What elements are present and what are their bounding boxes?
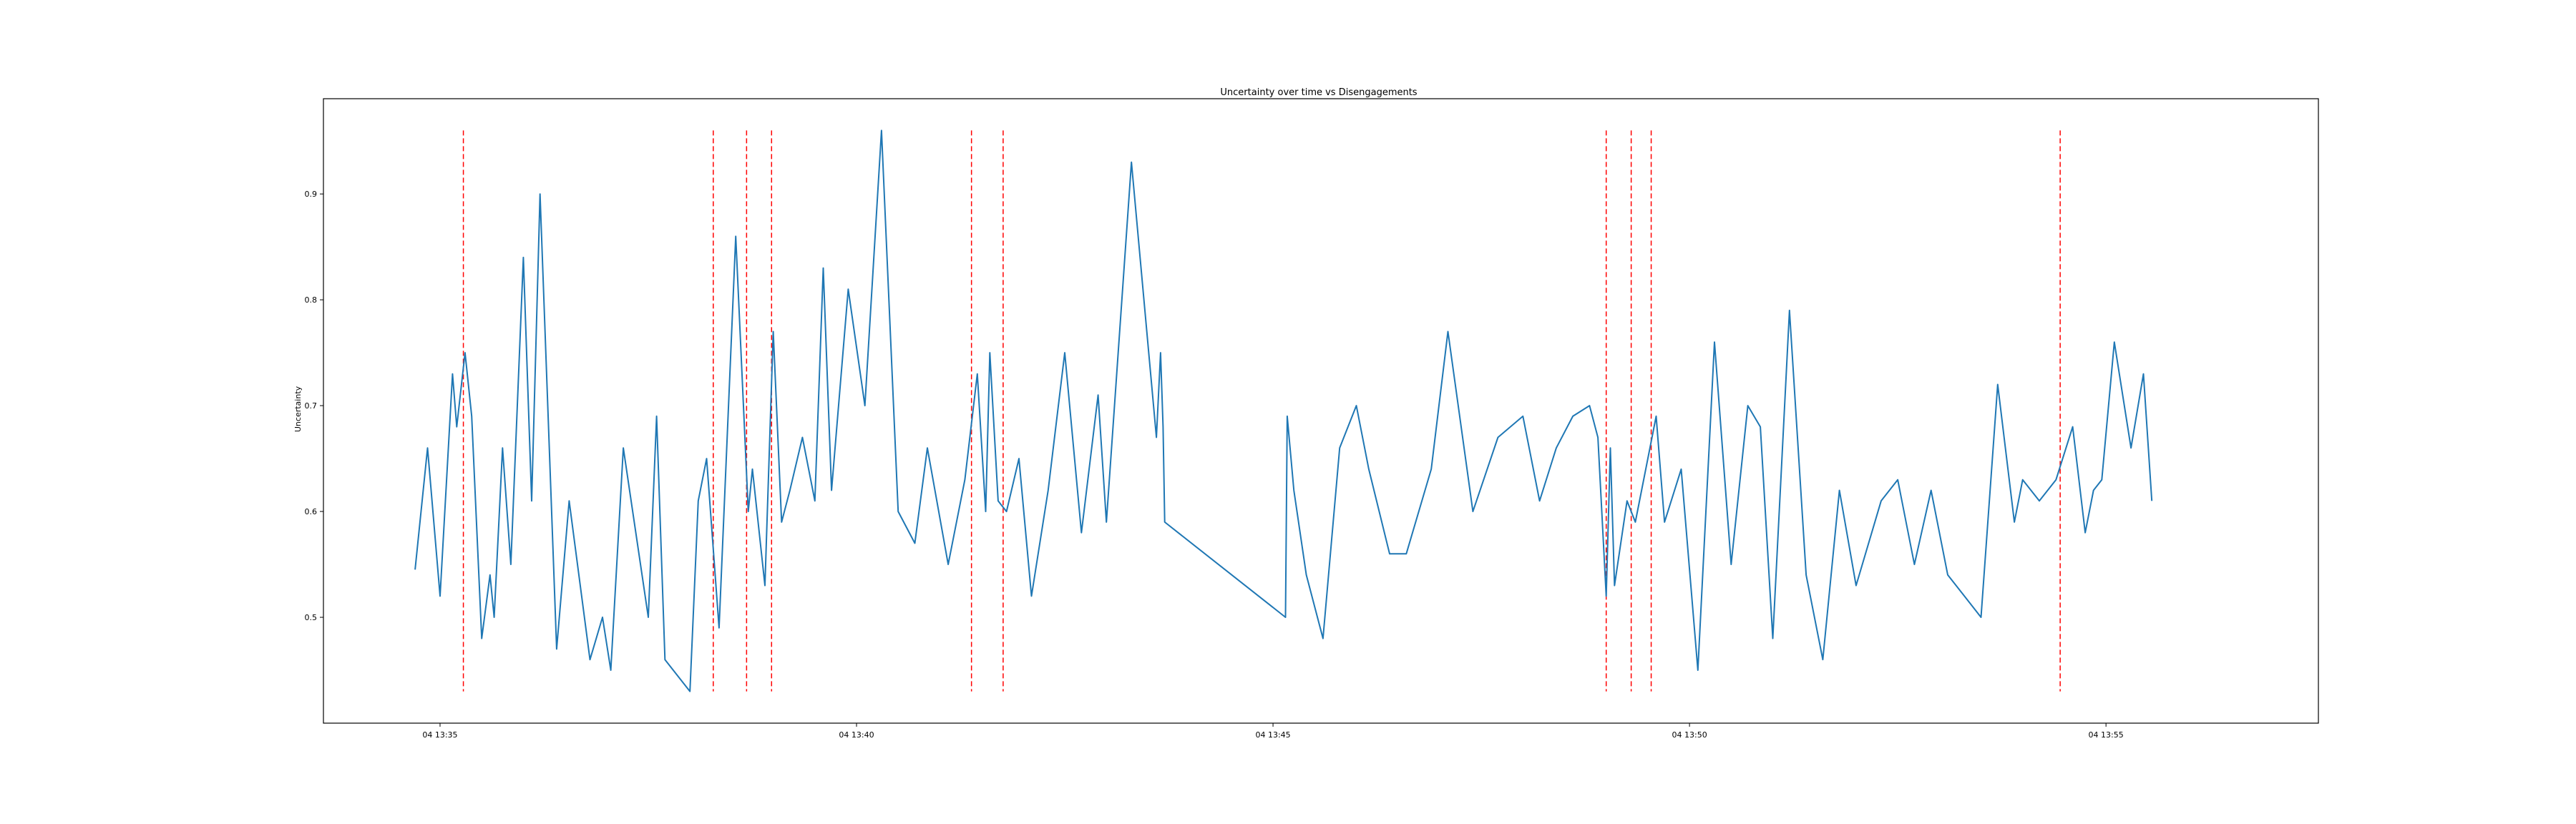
chart-title: Uncertainty over time vs Disengagements xyxy=(1220,87,1417,98)
x-tick-label: 04 13:35 xyxy=(422,730,457,740)
disengagement-lines xyxy=(462,130,2061,692)
x-tick-label: 04 13:50 xyxy=(1672,730,1707,740)
y-tick-label: 0.9 xyxy=(305,190,318,199)
y-axis-ticks: 0.5 0.6 0.7 0.8 0.9 xyxy=(305,190,323,622)
series-group xyxy=(414,129,2153,692)
y-tick-label: 0.5 xyxy=(305,613,318,622)
y-axis-label: Uncertainty xyxy=(293,386,303,432)
x-tick-label: 04 13:40 xyxy=(839,730,874,740)
y-tick-label: 0.6 xyxy=(305,507,318,516)
uncertainty-series-line xyxy=(414,129,2153,692)
x-axis-ticks: 04 13:35 04 13:40 04 13:45 04 13:50 04 13:55 xyxy=(422,723,2124,740)
y-tick-label: 0.7 xyxy=(305,401,318,411)
x-tick-label: 04 13:45 xyxy=(1255,730,1290,740)
x-tick-label: 04 13:55 xyxy=(2089,730,2124,740)
plot-frame xyxy=(323,98,2319,724)
y-tick-label: 0.8 xyxy=(305,295,318,305)
